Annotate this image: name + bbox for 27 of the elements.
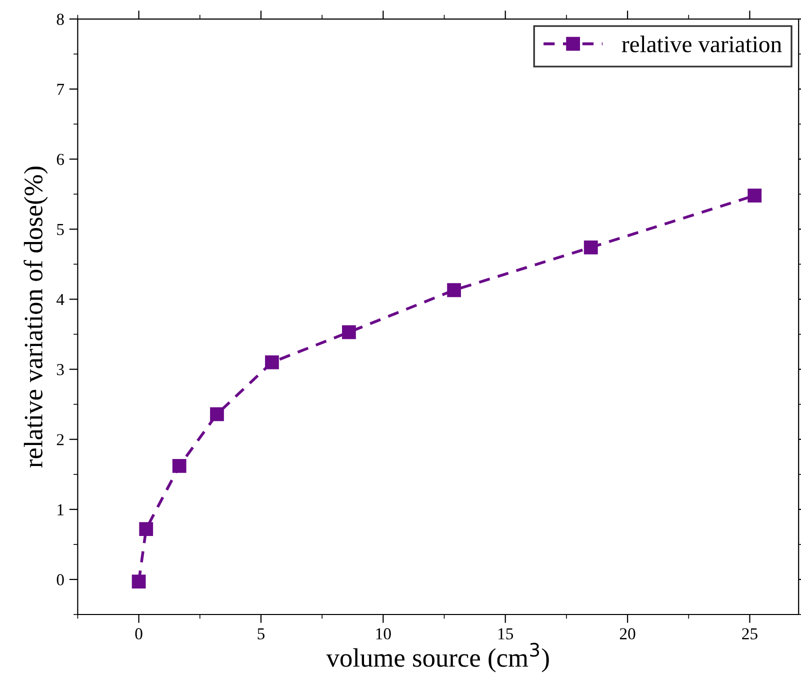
y-tick-label: 5 <box>57 224 64 236</box>
point <box>210 407 224 422</box>
point <box>132 574 146 589</box>
y-axis-title: relative variation of dose(%) <box>24 166 48 468</box>
y-tick-label: 8 <box>56 14 64 25</box>
y-tick-label: 3 <box>56 364 64 376</box>
point <box>748 188 762 202</box>
legend-label: relative variation <box>622 36 782 52</box>
x-axis-title: volume source (cm$^{3}$) <box>326 642 549 672</box>
point <box>342 325 356 340</box>
point <box>584 240 598 254</box>
y-tick-label: 7 <box>57 84 64 95</box>
point <box>265 355 279 370</box>
point <box>447 283 461 298</box>
x-tick-label: 10 <box>376 628 391 640</box>
x-tick-label: 25 <box>742 628 758 640</box>
y-tick-label: 2 <box>56 434 64 446</box>
x-tick-label: 20 <box>620 628 636 640</box>
y-tick-label: 4 <box>56 294 64 306</box>
y-tick-label: 6 <box>56 154 64 166</box>
x-tick-label: 15 <box>498 628 514 640</box>
point <box>172 459 186 473</box>
point <box>139 522 154 536</box>
y-tick-label: 0 <box>56 574 64 586</box>
x-tick-label: 5 <box>258 628 264 640</box>
x-tick-label: 0 <box>135 628 142 640</box>
y-tick-label: 1 <box>58 504 64 516</box>
